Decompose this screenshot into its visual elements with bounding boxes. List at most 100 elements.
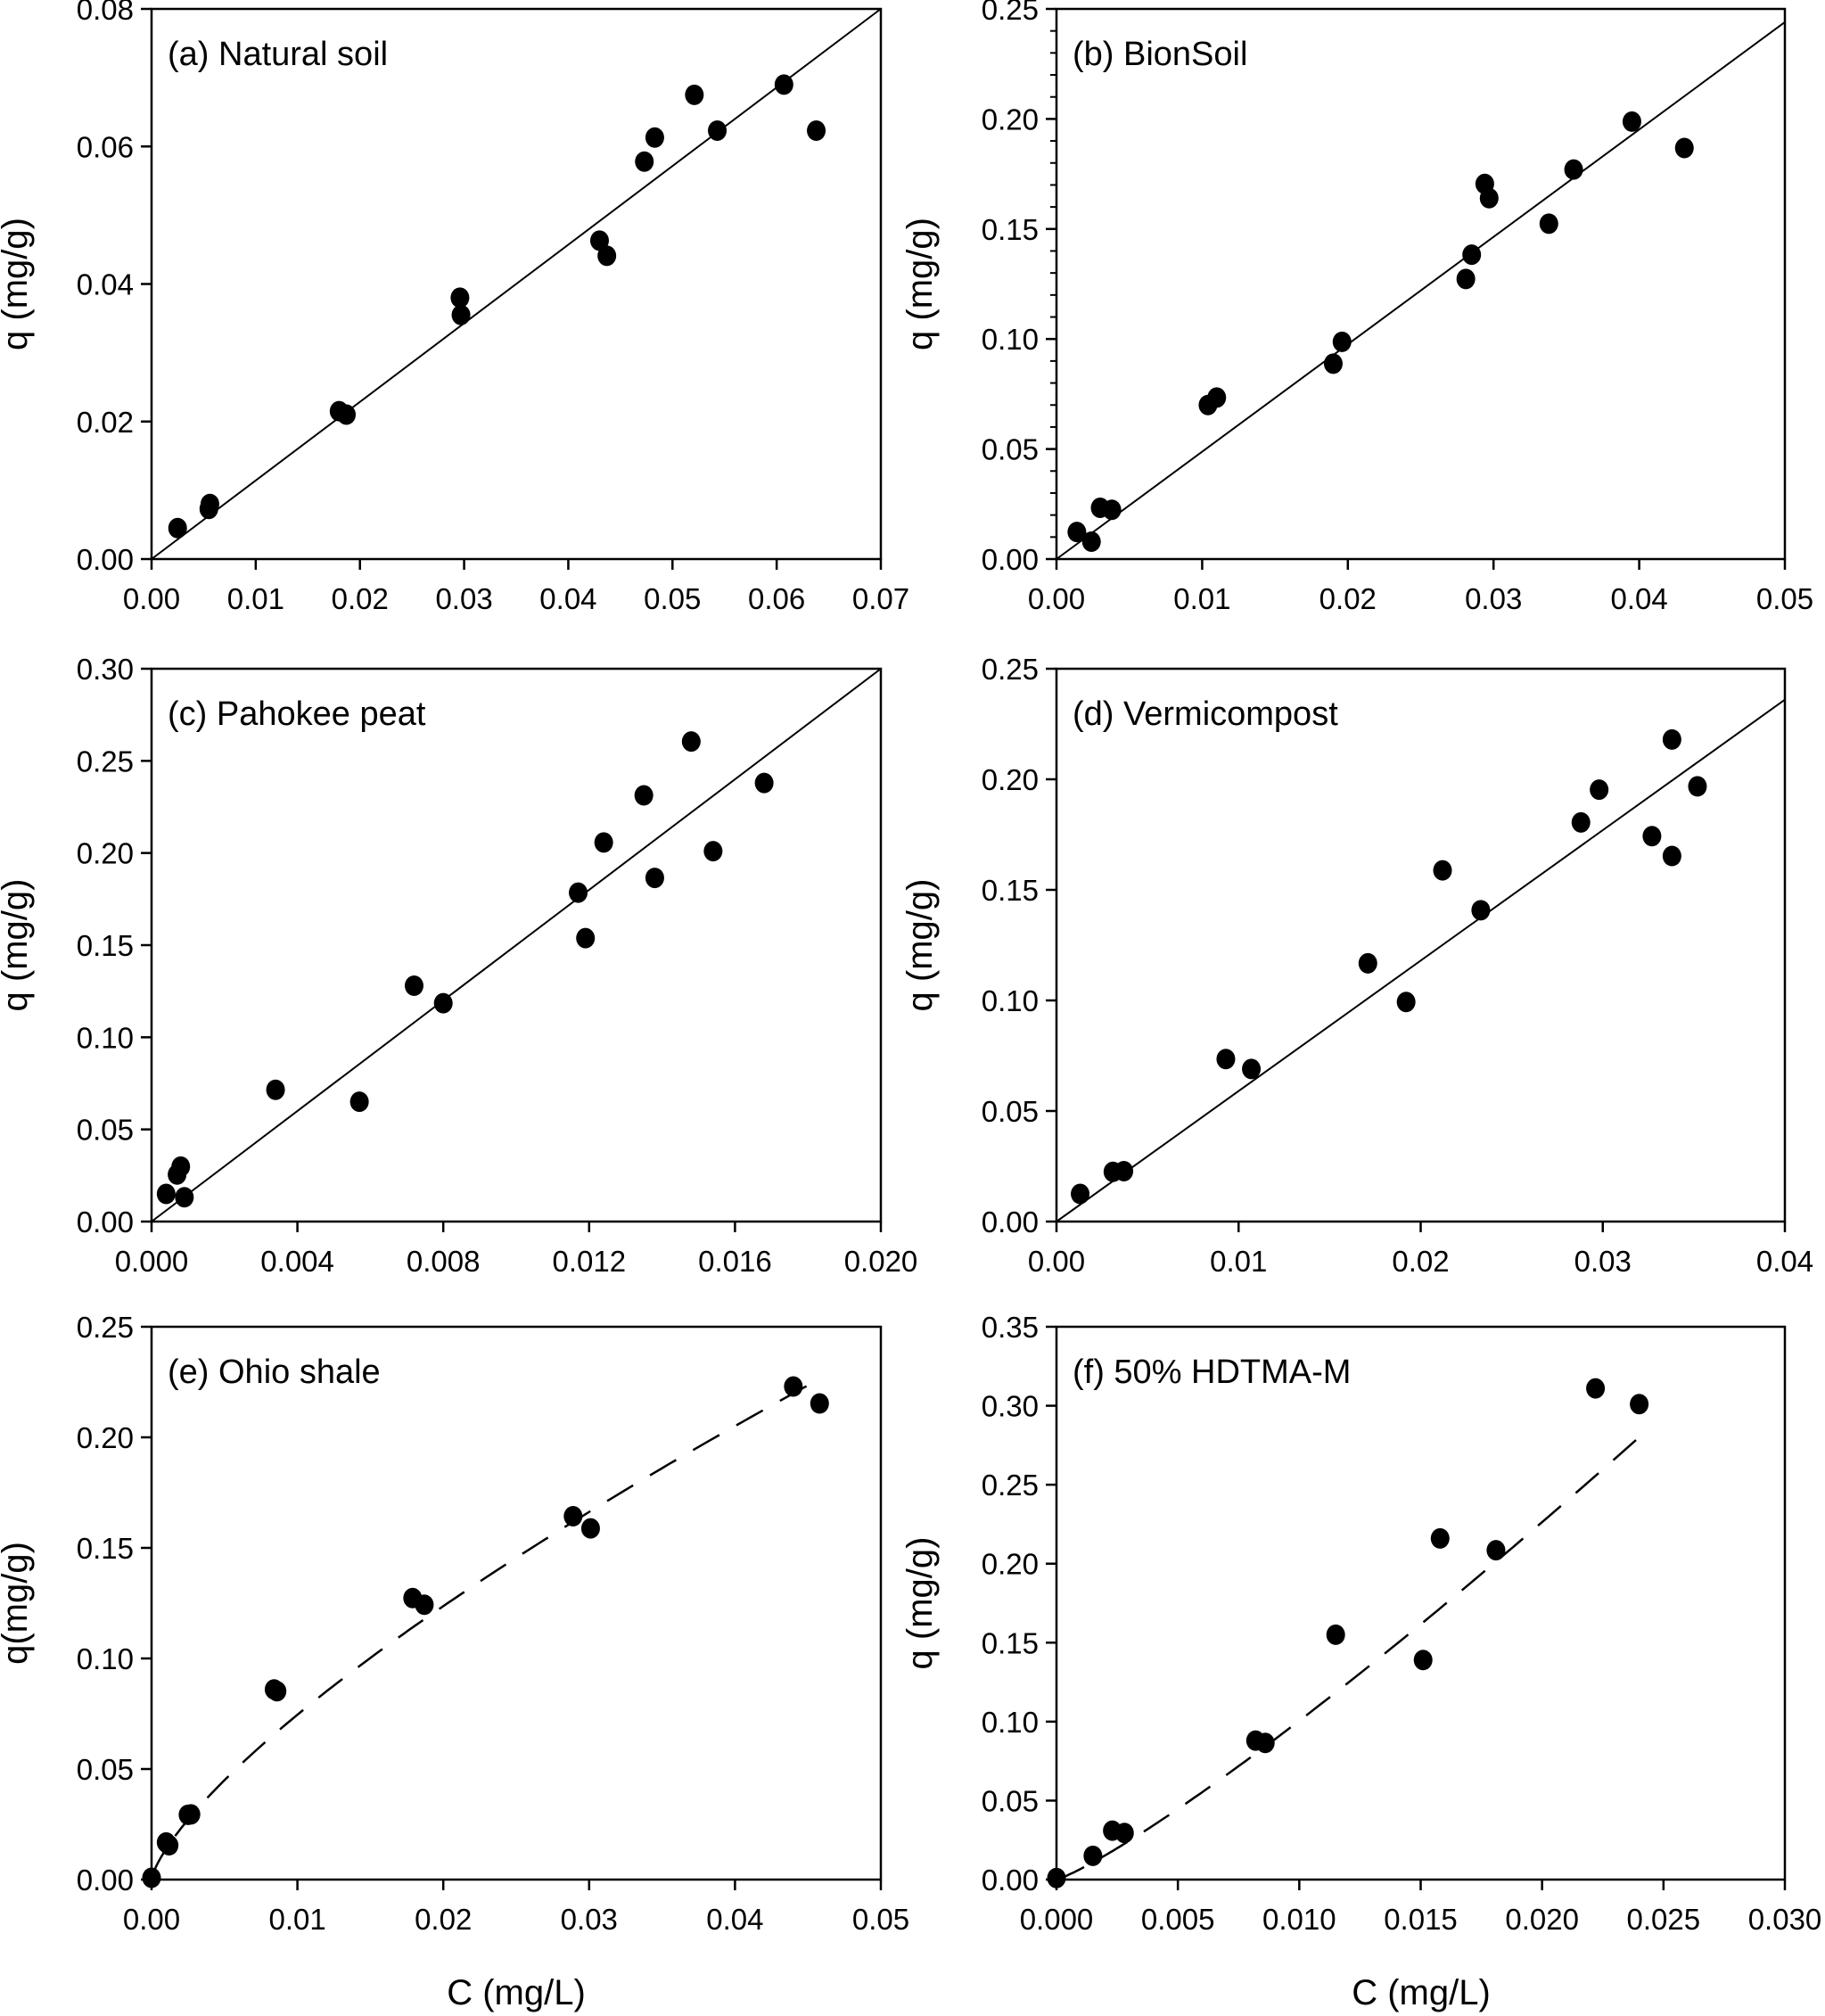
- x-tick-label: 0.07: [852, 582, 909, 615]
- y-tick-label: 0.00: [982, 1864, 1039, 1897]
- data-point: [267, 1681, 287, 1702]
- y-tick-label: 0.10: [982, 323, 1039, 356]
- data-point: [175, 1187, 194, 1208]
- data-point: [1413, 1650, 1433, 1671]
- panel-f: 0.000 0.005 0.010 0.015 0.020 0.025 0.030 0.00 0…: [900, 1311, 1821, 1936]
- data-point: [580, 1518, 600, 1539]
- x-tick-label: 0.016: [698, 1245, 772, 1278]
- data-point: [576, 927, 596, 949]
- panel-title: (b) BionSoil: [1073, 36, 1247, 73]
- data-point: [337, 404, 357, 425]
- data-point: [563, 1506, 583, 1527]
- x-axis-title-right: C (mg/L): [1352, 1973, 1491, 2012]
- data-point: [1688, 776, 1707, 797]
- x-tick-label: 0.01: [268, 1903, 325, 1936]
- y-tick-label: 0.25: [982, 653, 1039, 686]
- y-tick-label: 0.05: [77, 1114, 134, 1147]
- data-point: [168, 517, 187, 539]
- x-tick-label: 0.02: [1319, 582, 1377, 615]
- x-tick-label: 0.01: [1210, 1245, 1267, 1278]
- x-tick-label: 0.020: [844, 1245, 918, 1278]
- data-point: [1586, 1378, 1606, 1399]
- y-tick-label: 0.00: [77, 543, 134, 576]
- y-tick-label: 0.05: [982, 1784, 1039, 1817]
- y-tick-label: 0.05: [982, 1095, 1039, 1128]
- data-point: [433, 992, 453, 1014]
- x-tick-label: 0.03: [1574, 1245, 1632, 1278]
- data-point: [1255, 1732, 1275, 1754]
- panel-title: (c) Pahokee peat: [168, 695, 426, 733]
- panel-title: (a) Natural soil: [168, 36, 388, 73]
- x-tick-label: 0.04: [706, 1903, 763, 1936]
- plot-frame: [1055, 667, 1787, 1223]
- x-tick-label: 0.04: [539, 582, 596, 615]
- data-point: [685, 84, 704, 105]
- data-point: [1430, 1527, 1450, 1549]
- x-tick-label: 0.004: [260, 1245, 334, 1278]
- y-tick-label: 0.10: [77, 1021, 134, 1054]
- y-tick-label: 0.04: [77, 268, 134, 301]
- data-point: [1326, 1624, 1345, 1645]
- x-tick-label: 0.00: [1028, 582, 1085, 615]
- x-tick-label: 0.03: [561, 1903, 618, 1936]
- fit-line: [151, 8, 882, 560]
- data-point: [1358, 952, 1377, 974]
- x-tick-label: 0.000: [1020, 1903, 1094, 1936]
- panel-title: (e) Ohio shale: [168, 1354, 381, 1391]
- data-point: [1067, 522, 1087, 543]
- y-tick-label: 0.15: [77, 1532, 134, 1565]
- data-point: [1083, 1845, 1103, 1866]
- data-point: [1114, 1823, 1134, 1844]
- y-axis-title: q(mg/g): [0, 1542, 35, 1665]
- data-point: [1479, 187, 1499, 209]
- plot-frame: [150, 1325, 883, 1881]
- y-tick-label: 0.08: [77, 0, 134, 26]
- data-point: [1332, 331, 1352, 352]
- data-point: [404, 975, 423, 996]
- y-axis-title: q (mg/g): [0, 879, 35, 1012]
- data-point: [156, 1183, 176, 1205]
- data-point: [266, 1079, 285, 1100]
- x-tick-label: 0.04: [1756, 1245, 1813, 1278]
- data-point: [645, 868, 664, 889]
- data-point: [1456, 268, 1476, 290]
- x-tick-label: 0.01: [227, 582, 284, 615]
- data-point: [634, 785, 654, 806]
- x-tick-label: 0.03: [1465, 582, 1522, 615]
- panel-title: (f) 50% HDTMA-M: [1073, 1354, 1351, 1391]
- data-point: [1674, 137, 1694, 159]
- y-tick-label: 0.00: [982, 1205, 1039, 1238]
- data-point: [1471, 900, 1491, 921]
- x-tick-label: 0.02: [332, 582, 389, 615]
- data-point: [1396, 992, 1416, 1013]
- data-point: [589, 230, 609, 251]
- data-point: [1102, 499, 1122, 521]
- x-tick-label: 0.008: [407, 1245, 481, 1278]
- y-axis-title: q (mg/g): [900, 1537, 940, 1670]
- fit-curve: [150, 1376, 824, 1880]
- y-tick-label: 0.25: [77, 1311, 134, 1344]
- y-tick-label: 0.30: [77, 653, 134, 686]
- fit-curve: [1056, 1436, 1640, 1881]
- data-point: [774, 74, 793, 95]
- data-point: [1539, 213, 1558, 235]
- data-point: [1571, 811, 1591, 833]
- y-tick-label: 0.25: [982, 1469, 1039, 1502]
- fit-line: [1056, 21, 1786, 560]
- data-point: [1590, 779, 1609, 801]
- y-tick-label: 0.00: [77, 1864, 134, 1897]
- x-tick-label: 0.025: [1627, 1903, 1701, 1936]
- y-tick-label: 0.06: [77, 130, 134, 163]
- data-point: [1662, 728, 1681, 750]
- x-tick-label: 0.00: [1028, 1245, 1085, 1278]
- data-point: [171, 1156, 191, 1177]
- y-tick-label: 0.20: [982, 103, 1039, 136]
- data-point: [1047, 1867, 1066, 1888]
- data-point: [450, 287, 470, 309]
- y-tick-label: 0.00: [982, 543, 1039, 576]
- y-tick-label: 0.10: [982, 984, 1039, 1017]
- data-point: [1630, 1394, 1649, 1415]
- y-tick-label: 0.35: [982, 1311, 1039, 1344]
- data-point: [681, 731, 701, 753]
- data-point: [1242, 1058, 1262, 1080]
